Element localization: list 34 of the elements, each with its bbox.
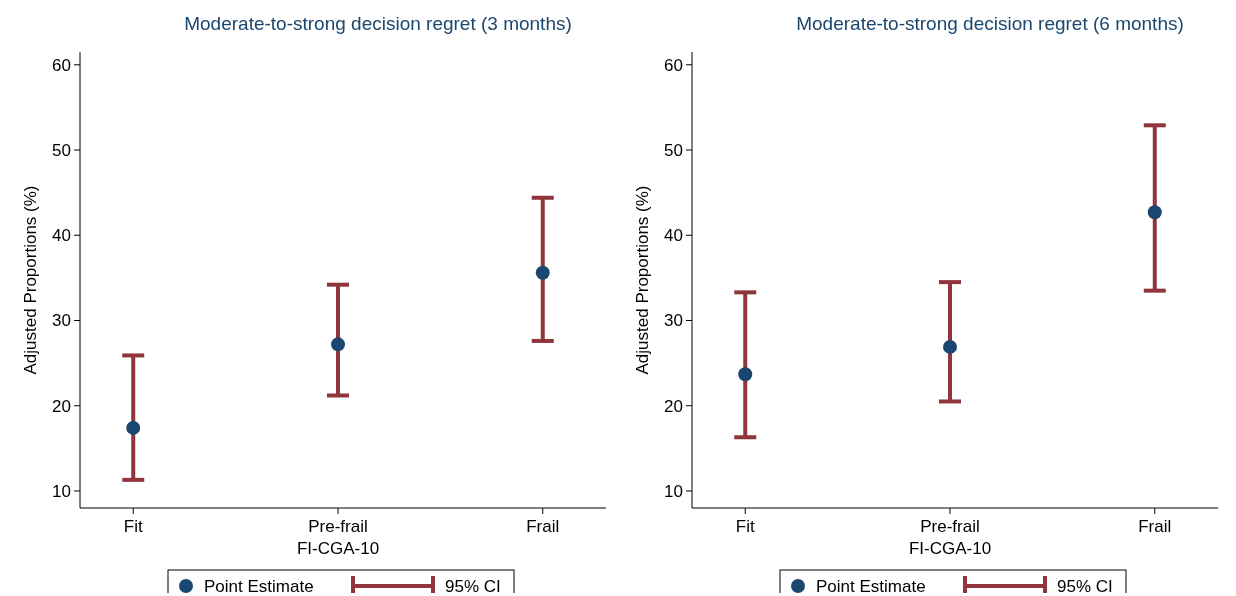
y-tick-label: 50 <box>52 140 71 160</box>
point <box>1147 205 1162 220</box>
x-axis-title: FI-CGA-10 <box>296 539 380 558</box>
x-tick-label: Pre-frail <box>308 517 368 536</box>
y-tick-label: 40 <box>664 226 683 246</box>
y-tick-label: 30 <box>664 311 683 331</box>
legend-label: 95% CI <box>445 576 501 596</box>
point <box>126 420 141 435</box>
legend-label: Point Estimate <box>204 576 314 596</box>
x-axis-title: FI-CGA-10 <box>908 539 992 558</box>
point <box>535 265 550 280</box>
y-axis-title: Adjusted Proportions (%) <box>21 185 40 375</box>
y-tick-label: 10 <box>664 481 683 501</box>
x-tick-label: Pre-frail <box>920 517 980 536</box>
point <box>331 337 345 352</box>
legend-label: 95% CI <box>1057 576 1113 596</box>
x-tick-label: Frail <box>1138 517 1172 536</box>
point <box>943 339 957 354</box>
x-tick-label: Frail <box>526 517 560 536</box>
point <box>738 367 753 382</box>
y-tick-label: 20 <box>52 396 71 416</box>
y-tick-label: 60 <box>664 55 683 75</box>
y-tick-label: 30 <box>52 311 71 331</box>
y-tick-label: 10 <box>52 481 71 501</box>
y-tick-label: 20 <box>664 396 683 416</box>
y-tick-label: 50 <box>664 140 683 160</box>
y-tick-label: 60 <box>52 55 71 75</box>
chart-title: Moderate-to-strong decision regret (6 months) <box>796 13 1184 34</box>
chart-title: Moderate-to-strong decision regret (3 months) <box>184 13 572 34</box>
x-tick-label: Fit <box>123 517 143 536</box>
legend-label: Point Estimate <box>816 576 926 596</box>
y-tick-label: 40 <box>52 226 71 246</box>
y-axis-title: Adjusted Proportions (%) <box>633 185 652 375</box>
x-tick-label: Fit <box>735 517 755 536</box>
